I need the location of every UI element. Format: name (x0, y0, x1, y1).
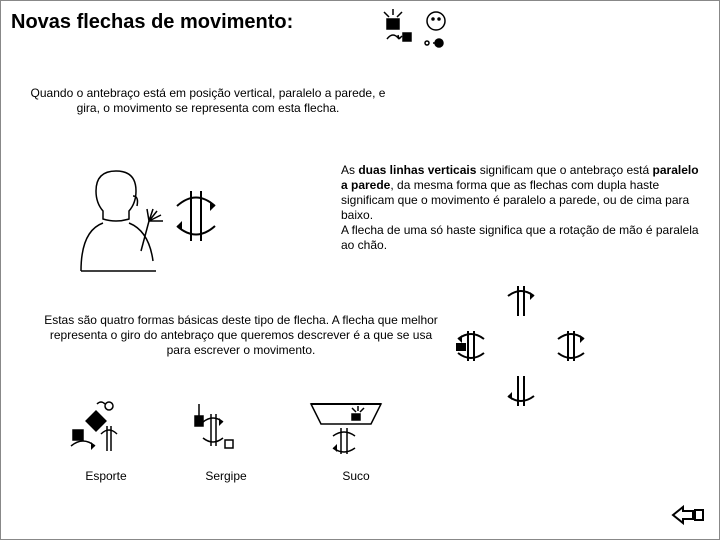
example-esporte: Esporte (61, 396, 151, 483)
intro-text: Quando o antebraço está em posição verti… (23, 86, 393, 116)
t6: A flecha de uma só haste significa que a… (341, 223, 699, 252)
explanation-text: As duas linhas verticais significam que … (341, 163, 706, 253)
t3: significam que o antebraço está (476, 163, 652, 177)
example-label: Sergipe (181, 469, 271, 483)
person-figure-icon (41, 161, 231, 291)
example-label: Esporte (61, 469, 151, 483)
sergipe-glyph-icon (181, 396, 271, 461)
suco-glyph-icon (301, 396, 411, 461)
example-label: Suco (301, 469, 411, 483)
t2: duas linhas verticais (358, 163, 476, 177)
example-suco: Suco (301, 396, 411, 483)
example-sergipe: Sergipe (181, 396, 271, 483)
four-arrows-icon (441, 281, 601, 411)
t5: , da mesma forma que as flechas com dupl… (341, 178, 689, 222)
esporte-glyph-icon (61, 396, 151, 461)
forms-text: Estas são quatro formas básicas deste ti… (41, 313, 441, 358)
t1: As (341, 163, 358, 177)
examples-row: Esporte Sergipe (61, 396, 441, 516)
title-glyph-icon (381, 9, 461, 59)
page-title: Novas flechas de movimento: (11, 11, 293, 34)
nav-corner-icon[interactable] (669, 501, 705, 529)
page: Novas flechas de movimento: (0, 0, 720, 540)
